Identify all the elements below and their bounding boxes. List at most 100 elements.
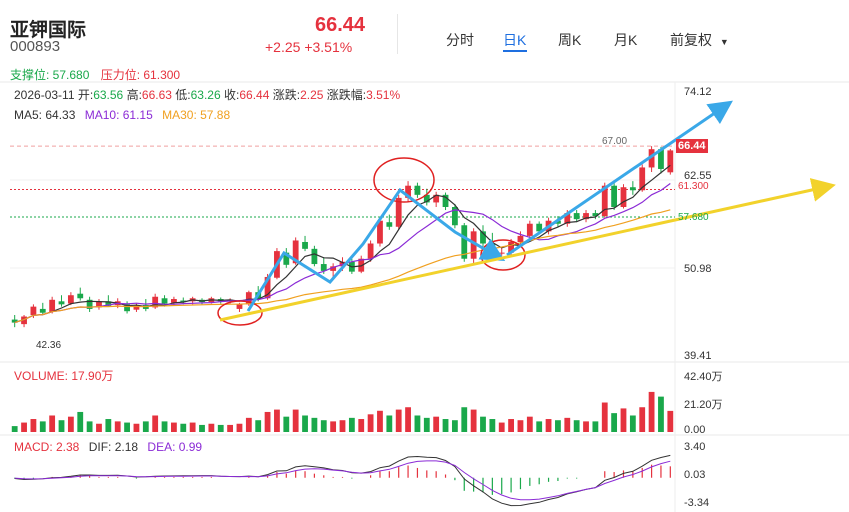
volume-bar bbox=[199, 424, 205, 432]
legend-high-label: 高: bbox=[126, 88, 142, 102]
candle-body bbox=[451, 207, 458, 226]
volume-bar bbox=[302, 415, 308, 432]
candle-body bbox=[414, 185, 421, 195]
price-axis-mid1: 62.55 bbox=[684, 170, 712, 182]
candle-body bbox=[592, 213, 599, 217]
volume-bar bbox=[330, 421, 337, 432]
candle-body bbox=[555, 220, 561, 224]
volume-bar bbox=[489, 419, 496, 432]
price-change: +2.25 +3.51% bbox=[265, 39, 353, 55]
tab-monthly-k[interactable]: 月K bbox=[614, 32, 638, 48]
ohlc-legend: 2026-03-11 开:63.56 高:66.63 低:63.26 收:66.… bbox=[14, 86, 400, 103]
candle-body bbox=[377, 220, 383, 244]
candle-body bbox=[667, 150, 674, 173]
volume-axis-top: 42.40万 bbox=[684, 371, 723, 383]
volume-bar bbox=[311, 417, 318, 432]
legend-close-label: 收: bbox=[224, 88, 240, 102]
candle-body bbox=[480, 231, 486, 244]
macd-axis-bottom: -3.34 bbox=[684, 497, 710, 509]
candle-body bbox=[245, 292, 252, 305]
volume-bar bbox=[470, 409, 477, 432]
volume-axis-mid: 21.20万 bbox=[684, 399, 723, 411]
candle-body bbox=[96, 301, 102, 308]
trend-arrow-yellow bbox=[219, 178, 836, 322]
volume-bar bbox=[564, 417, 571, 432]
volume-bar bbox=[639, 407, 646, 432]
macd-axis-top: 3.40 bbox=[684, 441, 706, 453]
candle-body bbox=[639, 167, 646, 191]
volume-bar bbox=[611, 413, 618, 432]
volume-bar bbox=[171, 422, 177, 432]
current-price: 66.44 bbox=[315, 14, 366, 36]
annotation-circle bbox=[217, 300, 263, 326]
volume-bar bbox=[274, 409, 280, 432]
volume-bar bbox=[339, 420, 346, 432]
candle-body bbox=[564, 213, 571, 224]
volume-bar bbox=[124, 422, 130, 432]
volume-bar bbox=[367, 414, 374, 432]
volume-bar bbox=[508, 419, 514, 432]
volume-bar bbox=[395, 409, 402, 432]
min-price-label: 42.36 bbox=[36, 340, 62, 351]
candle-body bbox=[573, 213, 580, 220]
volume-bar bbox=[21, 422, 27, 432]
support-tag: 57.680 bbox=[678, 212, 709, 223]
ma30-line bbox=[14, 209, 671, 324]
candle-body bbox=[292, 240, 299, 264]
candle-body bbox=[21, 316, 27, 325]
price-axis-mid2: 50.98 bbox=[684, 263, 712, 275]
candle-body bbox=[133, 305, 140, 310]
volume-bar bbox=[133, 423, 140, 432]
volume-bar bbox=[498, 422, 505, 432]
volume-bar bbox=[405, 407, 411, 432]
adjust-dropdown[interactable]: 前复权 ▼ bbox=[670, 30, 729, 50]
ma5-label: MA5: 64.33 bbox=[14, 108, 76, 122]
volume-bar bbox=[114, 421, 121, 432]
candle-body bbox=[39, 308, 46, 313]
tab-intraday[interactable]: 分时 bbox=[446, 32, 474, 48]
volume-bar bbox=[105, 419, 112, 432]
price-axis-top: 74.12 bbox=[684, 86, 712, 98]
candle-body bbox=[67, 295, 74, 304]
candle-body bbox=[171, 299, 177, 303]
active-tab-underline bbox=[503, 50, 527, 52]
volume-bar bbox=[601, 402, 608, 432]
legend-low-label: 低: bbox=[175, 88, 191, 102]
macd-axis-mid: 0.03 bbox=[684, 469, 706, 481]
ma30-label: MA30: 57.88 bbox=[162, 108, 231, 122]
volume-bar bbox=[377, 410, 383, 432]
candle-body bbox=[386, 222, 393, 227]
volume-bar bbox=[227, 424, 234, 432]
tab-weekly-k[interactable]: 周K bbox=[558, 32, 582, 48]
candle-body bbox=[320, 264, 327, 271]
legend-change-label: 涨跌: bbox=[272, 88, 301, 102]
volume-bar bbox=[217, 424, 224, 432]
candle-body bbox=[433, 194, 440, 203]
trend-arrow-blue bbox=[506, 100, 733, 257]
candle-body bbox=[236, 304, 243, 309]
tab-daily-k[interactable]: 日K bbox=[503, 32, 527, 48]
volume-bar bbox=[442, 419, 449, 432]
volume-label: VOLUME: 17.90万 bbox=[14, 369, 114, 383]
volume-bar bbox=[77, 411, 84, 432]
volume-bar bbox=[39, 421, 46, 432]
candle-body bbox=[105, 301, 112, 306]
volume-bar bbox=[573, 420, 580, 432]
macd-legend: MACD: 2.38 DIF: 2.18 DEA: 0.99 bbox=[14, 440, 202, 454]
candle-body bbox=[498, 252, 505, 254]
candle-body bbox=[302, 241, 308, 249]
volume-bar bbox=[236, 423, 243, 432]
candle-body bbox=[264, 276, 271, 299]
candle-body bbox=[508, 241, 514, 253]
volume-bar bbox=[461, 407, 468, 432]
candle-body bbox=[461, 225, 468, 259]
support-level: 支撑位: 57.680 bbox=[10, 68, 90, 82]
volume-bar bbox=[152, 415, 159, 432]
volume-bar bbox=[245, 417, 252, 432]
resistance-level: 压力位: 61.300 bbox=[100, 68, 181, 82]
support-resistance: 支撑位: 57.680 压力位: 61.300 bbox=[10, 66, 180, 83]
volume-bar bbox=[358, 419, 365, 432]
legend-open: 63.56 bbox=[93, 88, 124, 102]
candle-body bbox=[330, 266, 337, 271]
